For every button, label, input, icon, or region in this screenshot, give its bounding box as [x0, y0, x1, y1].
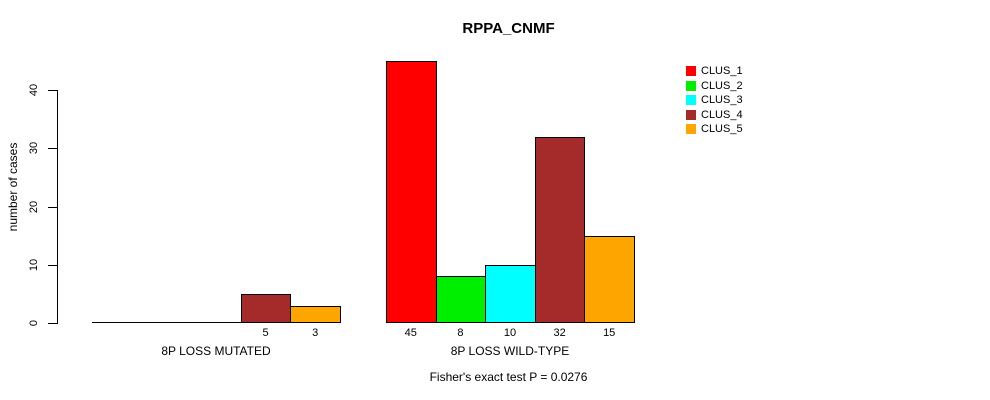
group-label-0: 8P LOSS MUTATED — [161, 344, 271, 358]
legend-swatch-clus_1 — [686, 66, 696, 76]
bar-clus_1-group-1 — [386, 61, 437, 323]
legend: CLUS_1 CLUS_2 CLUS_3 CLUS_4 CLUS_5 — [686, 64, 743, 137]
bar-clus_3-group-1 — [485, 265, 536, 323]
y-axis-tick-label-40: 40 — [28, 83, 40, 97]
y-axis-tick-40 — [48, 90, 57, 91]
bar-value-label-clus_1-group-1: 45 — [404, 327, 417, 339]
legend-swatch-clus_5 — [686, 124, 696, 134]
legend-item-clus_1: CLUS_1 — [686, 64, 743, 78]
bar-clus_5-group-1 — [584, 236, 635, 323]
bar-value-label-clus_4-group-1: 32 — [553, 327, 566, 339]
bar-value-label-clus_5-group-1: 15 — [603, 327, 616, 339]
y-axis-tick-label-30: 30 — [28, 141, 40, 155]
bar-group-0 — [92, 53, 342, 323]
bar-group-1 — [386, 53, 636, 323]
bar-clus_2-group-0 — [141, 322, 193, 323]
y-axis-tick-label-10: 10 — [28, 258, 40, 272]
legend-swatch-clus_2 — [686, 80, 696, 91]
bar-value-label-clus_5-group-0: 3 — [312, 327, 319, 339]
legend-item-clus_2: CLUS_2 — [686, 79, 743, 93]
y-axis-title: number of cases — [6, 142, 20, 232]
bar-clus_5-group-0 — [290, 306, 341, 323]
y-axis-tick-label-0: 0 — [28, 319, 40, 327]
legend-label-clus_5: CLUS_5 — [701, 123, 743, 135]
y-axis-tick-20 — [48, 207, 57, 208]
y-axis-tick-10 — [48, 265, 57, 266]
bar-clus_3-group-0 — [191, 322, 242, 323]
legend-label-clus_2: CLUS_2 — [701, 79, 743, 92]
bar-clus_4-group-0 — [240, 294, 292, 323]
legend-item-clus_3: CLUS_3 — [686, 93, 743, 107]
legend-item-clus_5: CLUS_5 — [686, 122, 743, 136]
legend-swatch-clus_3 — [686, 95, 696, 105]
bar-value-label-clus_2-group-1: 8 — [457, 327, 464, 339]
bar-clus_2-group-1 — [435, 276, 487, 323]
legend-label-clus_4: CLUS_4 — [701, 108, 743, 121]
annotation-text: Fisher's exact test P = 0.0276 — [429, 370, 588, 384]
y-axis-tick-label-20: 20 — [28, 200, 40, 214]
y-axis-tick-30 — [48, 148, 57, 149]
legend-swatch-clus_4 — [686, 109, 696, 120]
bar-value-label-clus_4-group-0: 5 — [262, 327, 269, 339]
y-axis-tick-0 — [48, 323, 57, 324]
bar-clus_4-group-1 — [534, 137, 586, 323]
y-axis-line — [57, 90, 58, 324]
legend-label-clus_3: CLUS_3 — [701, 94, 743, 106]
group-label-1: 8P LOSS WILD-TYPE — [450, 344, 570, 358]
legend-item-clus_4: CLUS_4 — [686, 108, 743, 122]
bar-clus_1-group-0 — [92, 322, 143, 323]
bar-value-label-clus_3-group-1: 10 — [503, 327, 517, 339]
legend-label-clus_1: CLUS_1 — [701, 65, 743, 77]
chart-title: RPPA_CNMF — [462, 20, 555, 37]
